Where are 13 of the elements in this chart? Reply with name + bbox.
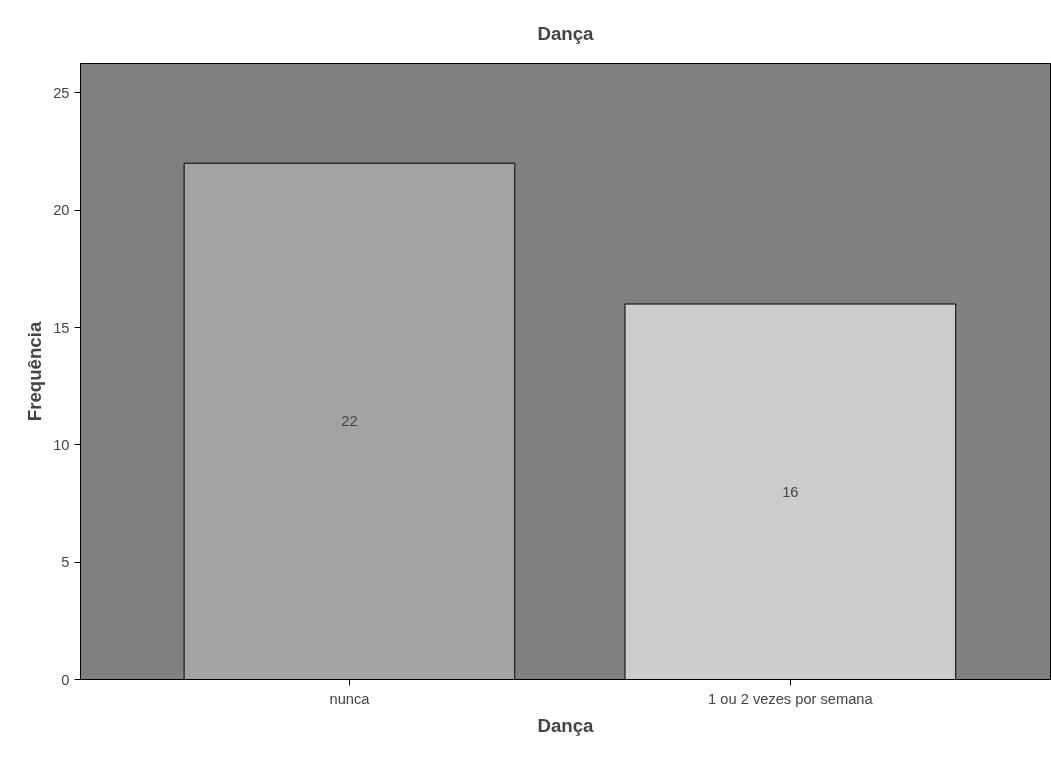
y-tick-label: 5 [61,554,70,571]
y-tick-label: 20 [53,202,70,219]
x-tick-label: 1 ou 2 vezes por semana [708,690,874,707]
y-tick-label: 0 [61,671,70,688]
y-tick-label: 10 [53,436,70,453]
data-label: 22 [341,413,358,430]
y-tick-label: 15 [53,319,70,336]
chart-title: Dança [537,22,595,44]
y-tick-label: 25 [53,84,70,101]
x-axis-title: Dança [537,714,595,736]
y-axis-title: Frequência [24,321,46,422]
x-tick-label: nunca [329,690,371,707]
data-label: 16 [782,483,799,500]
